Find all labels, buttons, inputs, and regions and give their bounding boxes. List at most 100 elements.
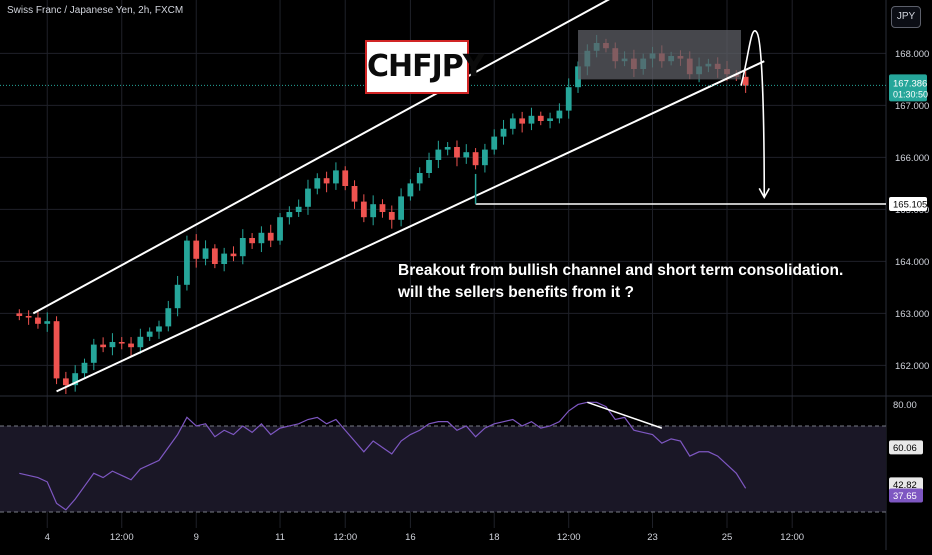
candle <box>519 111 526 133</box>
candle-body <box>454 147 460 158</box>
candle <box>35 310 41 329</box>
candle-body <box>156 326 162 332</box>
candle <box>500 119 507 145</box>
candle-body <box>35 317 41 324</box>
candle-body <box>314 178 321 189</box>
candle-body <box>267 232 274 241</box>
time-tick-label: 16 <box>405 532 416 543</box>
candle-body <box>25 316 32 318</box>
chart-title: CHFJPY <box>365 40 485 94</box>
candle-body <box>118 342 125 344</box>
candle-body <box>230 253 237 257</box>
candle <box>258 226 265 253</box>
candle <box>463 144 470 164</box>
target-level-value: 165.105 <box>893 199 927 210</box>
candle <box>295 199 302 217</box>
time-tick-label: 12:00 <box>557 532 581 543</box>
target-level-label: 165.105 <box>889 196 927 211</box>
candle <box>742 71 749 93</box>
candle <box>565 78 572 119</box>
candle <box>360 194 367 223</box>
candle-body <box>193 240 200 259</box>
candle <box>239 229 246 265</box>
candle <box>202 240 209 266</box>
candle <box>537 111 544 126</box>
candle-body <box>482 149 488 166</box>
candle <box>81 358 88 378</box>
rsi-tick-label: 80.00 <box>893 400 917 411</box>
candle-body <box>565 87 572 111</box>
candle <box>547 112 553 129</box>
drawing-overlays <box>0 0 886 393</box>
candle-body <box>742 76 749 86</box>
candle-body <box>286 212 293 218</box>
candle-body <box>500 128 507 137</box>
time-tick-label: 23 <box>647 532 658 543</box>
candle <box>398 188 404 227</box>
price-tick-label: 163.000 <box>895 309 929 320</box>
candle-body <box>444 147 451 150</box>
analysis-annotation: Breakout from bullish channel and short … <box>398 260 843 304</box>
rsi-tick-badge <box>889 488 923 503</box>
rsi-pane <box>0 401 886 513</box>
candle <box>53 316 60 385</box>
candle-body <box>137 336 144 348</box>
candle <box>333 162 339 190</box>
time-tick-label: 4 <box>45 532 50 543</box>
candle <box>491 129 498 155</box>
candle-body <box>528 115 535 124</box>
candle-body <box>333 170 339 184</box>
current-price-badge <box>889 74 927 102</box>
candle-body <box>174 284 181 309</box>
candle <box>509 113 516 135</box>
time-tick-label: 12:00 <box>780 532 804 543</box>
candle <box>100 337 107 353</box>
candle <box>370 195 377 226</box>
candle-body <box>556 110 563 119</box>
candle <box>454 140 460 167</box>
candle <box>388 205 395 229</box>
candle-body <box>128 343 134 348</box>
candle-body <box>72 373 79 386</box>
time-tick-label: 9 <box>194 532 199 543</box>
candle-body <box>53 321 60 379</box>
candle-body <box>360 201 367 218</box>
candle <box>193 234 200 268</box>
price-tick-label: 168.000 <box>895 49 929 60</box>
rsi-tick-badge <box>889 477 923 492</box>
candle <box>146 327 153 341</box>
rsi-tick: 37.65 <box>889 488 923 503</box>
candle <box>137 328 144 354</box>
candle-body <box>435 149 442 160</box>
price-tick-label: 164.000 <box>895 257 929 268</box>
rsi-divergence-line <box>587 401 663 429</box>
currency-button[interactable]: JPY <box>891 6 921 28</box>
candle <box>407 179 414 201</box>
candle-body <box>146 331 153 337</box>
candle <box>351 180 358 209</box>
time-tick-label: 11 <box>275 532 285 543</box>
candle <box>156 320 162 339</box>
candle-body <box>295 206 302 212</box>
candle <box>118 337 125 350</box>
rsi-tick-label: 42.82 <box>893 480 917 491</box>
time-axis: 4 12:00 9 11 12:00 16 18 12:00 23 25 12:00 <box>45 532 804 543</box>
candle <box>342 166 349 191</box>
projection-arrowhead <box>758 188 770 200</box>
candle-body <box>342 170 349 186</box>
candle-body <box>379 204 386 212</box>
time-tick-label: 12:00 <box>110 532 134 543</box>
target-level-badge <box>889 196 927 211</box>
candle-body <box>416 173 423 184</box>
candle <box>62 371 69 394</box>
rsi-tick: 80.00 <box>893 400 917 411</box>
candle <box>444 142 451 156</box>
projection-arrow <box>740 29 766 197</box>
candle-body <box>90 344 97 363</box>
candle-body <box>100 344 107 348</box>
candle-body <box>323 178 330 184</box>
candle-body <box>472 152 479 166</box>
candle-body <box>426 160 432 173</box>
